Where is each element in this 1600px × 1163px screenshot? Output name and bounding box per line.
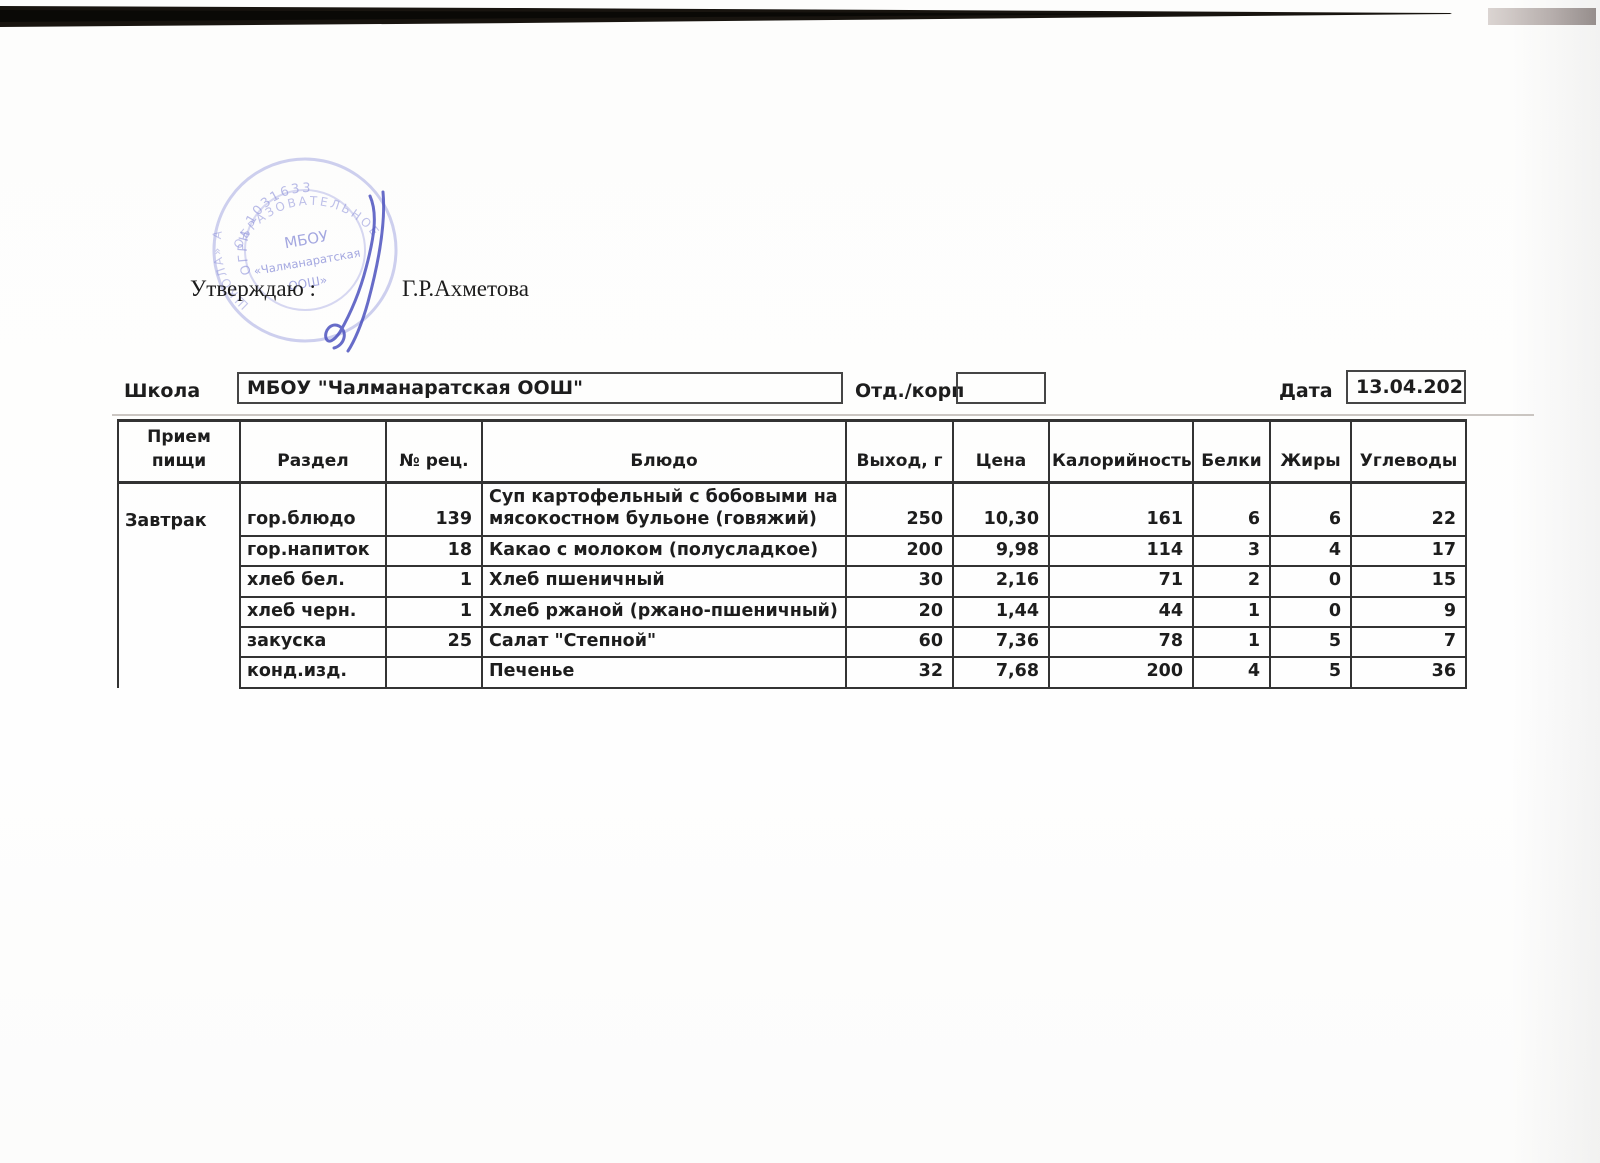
fat-cell: 5 (1269, 625, 1352, 659)
dish-cell: Какао с молоком (полусладкое) (481, 534, 847, 568)
calories-cell: 44 (1048, 595, 1194, 628)
price-cell: 1,44 (952, 595, 1050, 628)
col-header-output: Выход, г (845, 419, 954, 484)
section-cell: хлеб черн. (239, 595, 387, 628)
dish-cell: Печенье (481, 656, 847, 689)
col-header-carbs: Углеводы (1350, 419, 1467, 484)
recipe-cell (385, 656, 483, 689)
calories-cell: 200 (1048, 656, 1194, 689)
section-cell: хлеб бел. (239, 565, 387, 598)
scanner-corner-artifact (1488, 8, 1596, 25)
dish-cell: Хлеб пшеничный (481, 565, 847, 598)
calories-cell: 161 (1048, 481, 1194, 537)
table-row: закуска 25 Салат "Степной" 60 7,36 78 1 … (118, 625, 1467, 659)
col-header-recipe: № рец. (385, 419, 483, 484)
col-header-dish: Блюдо (481, 419, 847, 484)
school-round-stamp: ОБРАЗОВАТЕЛЬНОЕ ШКОЛА» АКТАНЫШ ОГРН 1031… (202, 153, 408, 353)
dish-cell: Салат "Степной" (481, 625, 847, 659)
section-cell: конд.изд. (239, 656, 387, 689)
approve-label: Утверждаю : (190, 276, 316, 301)
col-header-price: Цена (952, 419, 1050, 484)
protein-cell: 6 (1192, 481, 1271, 537)
output-cell: 200 (845, 534, 954, 568)
price-cell: 7,68 (952, 656, 1050, 689)
col-header-calories: Калорийность (1048, 419, 1194, 484)
dept-field (956, 372, 1046, 404)
col-header-section: Раздел (239, 419, 387, 484)
menu-table: Прием пищи Раздел № рец. Блюдо Выход, г … (117, 419, 1467, 689)
col-header-fat: Жиры (1269, 419, 1352, 484)
section-cell: гор.напиток (239, 534, 387, 568)
table-row: Завтрак гор.блюдо 139 Суп картофельный с… (117, 481, 1467, 688)
section-cell: гор.блюдо (239, 481, 387, 537)
price-cell: 7,36 (952, 625, 1050, 659)
table-row: гор.напиток 18 Какао с молоком (полуслад… (118, 534, 1467, 568)
scan-edge-shadow (1510, 0, 1600, 1163)
price-cell: 10,30 (952, 481, 1050, 537)
output-cell: 60 (845, 625, 954, 659)
stamp-center-line3: ООШ» (287, 273, 328, 294)
protein-cell: 3 (1192, 534, 1271, 568)
calories-cell: 71 (1048, 565, 1194, 598)
protein-cell: 1 (1192, 595, 1271, 628)
scanner-edge-artifact (0, 6, 1452, 27)
fat-cell: 6 (1269, 481, 1352, 537)
carbs-cell: 17 (1350, 534, 1467, 568)
date-label: Дата (1279, 380, 1333, 402)
carbs-cell: 15 (1350, 565, 1467, 598)
output-cell: 32 (845, 656, 954, 689)
protein-cell: 1 (1192, 625, 1271, 659)
col-header-protein: Белки (1192, 419, 1271, 484)
recipe-cell: 18 (385, 534, 483, 568)
output-cell: 30 (845, 565, 954, 598)
date-value: 13.04.2023 (1356, 376, 1464, 398)
dept-label: Отд./корп (855, 380, 965, 402)
date-field: 13.04.2023 (1346, 370, 1466, 404)
fat-cell: 4 (1269, 534, 1352, 568)
price-cell: 2,16 (952, 565, 1050, 598)
table-row: конд.изд. Печенье 32 7,68 200 4 5 36 (118, 656, 1467, 689)
carbs-cell: 7 (1350, 625, 1467, 659)
section-cell: закуска (239, 625, 387, 659)
meal-group-cell: Завтрак (117, 481, 241, 688)
scan-ghost-line (112, 414, 1534, 416)
calories-cell: 78 (1048, 625, 1194, 659)
output-cell: 20 (845, 595, 954, 628)
signature (324, 190, 386, 353)
carbs-cell: 9 (1350, 595, 1467, 628)
carbs-cell: 36 (1350, 656, 1467, 689)
col-header-meal: Прием пищи (117, 419, 241, 484)
school-field: МБОУ "Чалманаратская ООШ" (237, 372, 843, 404)
protein-cell: 4 (1192, 656, 1271, 689)
dish-cell: Суп картофельный с бобовыми на мясокостн… (481, 481, 847, 537)
school-label: Школа (124, 380, 201, 402)
school-value: МБОУ "Чалманаратская ООШ" (247, 377, 583, 399)
recipe-cell: 139 (385, 481, 483, 537)
price-cell: 9,98 (952, 534, 1050, 568)
calories-cell: 114 (1048, 534, 1194, 568)
dish-cell: Хлеб ржаной (ржано-пшеничный) (481, 595, 847, 628)
fat-cell: 5 (1269, 656, 1352, 689)
approver-name: Г.Р.Ахметова (402, 276, 530, 301)
table-row: хлеб бел. 1 Хлеб пшеничный 30 2,16 71 2 … (118, 565, 1467, 598)
table-header-row: Прием пищи Раздел № рец. Блюдо Выход, г … (117, 419, 1467, 484)
table-row: хлеб черн. 1 Хлеб ржаной (ржано-пшеничны… (118, 595, 1467, 628)
output-cell: 250 (845, 481, 954, 537)
carbs-cell: 22 (1350, 481, 1467, 537)
fat-cell: 0 (1269, 565, 1352, 598)
fat-cell: 0 (1269, 595, 1352, 628)
recipe-cell: 25 (385, 625, 483, 659)
recipe-cell: 1 (385, 565, 483, 598)
recipe-cell: 1 (385, 595, 483, 628)
protein-cell: 2 (1192, 565, 1271, 598)
